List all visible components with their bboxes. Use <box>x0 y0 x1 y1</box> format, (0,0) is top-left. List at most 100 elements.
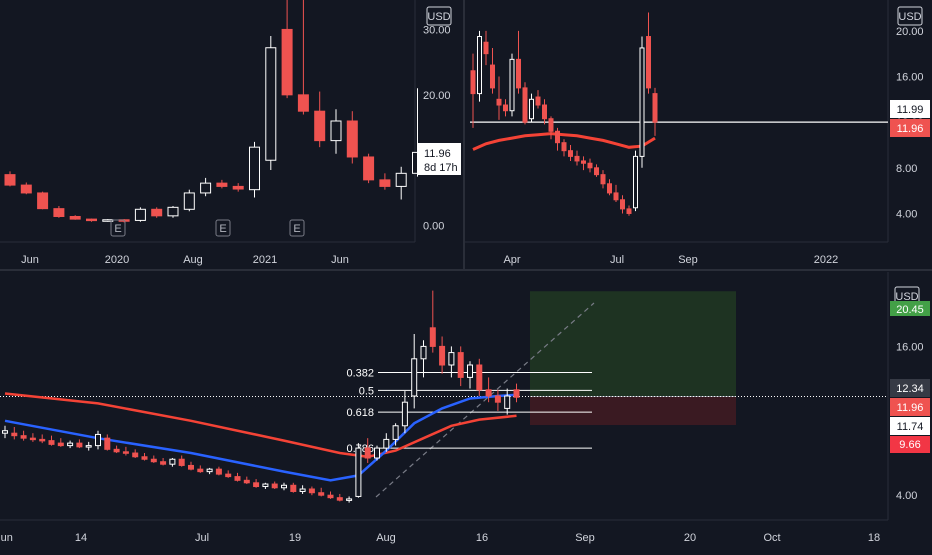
position-loss-zone[interactable] <box>530 396 736 426</box>
pane-daily-currency-badge[interactable] <box>897 6 923 26</box>
pane-hourly-candle[interactable] <box>439 345 446 366</box>
pane-weekly-candle[interactable] <box>346 120 358 158</box>
pane-daily-candle[interactable] <box>574 155 580 162</box>
pane-hourly-candle[interactable] <box>48 440 55 445</box>
pane-hourly-candle[interactable] <box>150 458 157 463</box>
pane-weekly-candle[interactable] <box>86 218 97 222</box>
pane-hourly-candle[interactable] <box>141 456 148 460</box>
pane-daily-candle[interactable] <box>535 96 541 106</box>
pane-hourly-candle[interactable] <box>448 352 455 366</box>
pane-daily-candle[interactable] <box>568 150 573 157</box>
pane-weekly-candle[interactable] <box>395 172 407 187</box>
pane-hourly-candle[interactable] <box>336 497 343 501</box>
pane-daily-candle[interactable] <box>483 41 489 55</box>
pane-hourly-candle[interactable] <box>327 494 334 499</box>
pane-hourly-candle[interactable] <box>457 352 464 378</box>
pane-daily-candle[interactable] <box>581 160 586 164</box>
pane-daily-candle[interactable] <box>633 155 638 209</box>
pane-hourly-candle[interactable] <box>290 484 297 492</box>
pane-weekly-candle[interactable] <box>265 47 277 161</box>
earnings-marker[interactable] <box>215 219 231 237</box>
pane-hourly-candle[interactable] <box>476 364 483 391</box>
pane-weekly-candle[interactable] <box>183 192 195 210</box>
pane-hourly-candle[interactable] <box>169 458 176 465</box>
pane-hourly-candle[interactable] <box>188 464 194 470</box>
pane-weekly-candle[interactable] <box>330 120 342 142</box>
pane-weekly-candle[interactable] <box>379 179 391 187</box>
pane-weekly-candle[interactable] <box>216 182 228 187</box>
pane-daily-candle[interactable] <box>652 93 658 123</box>
pane-daily-candle[interactable] <box>607 183 612 194</box>
pane-daily-candle[interactable] <box>626 208 632 214</box>
pane-hourly-candle[interactable] <box>420 345 427 360</box>
pane-hourly-candle[interactable] <box>29 437 36 441</box>
pane-weekly-candle[interactable] <box>4 174 16 186</box>
pane-weekly-candle[interactable] <box>20 184 32 194</box>
pane-daily-candle[interactable] <box>613 192 619 201</box>
pane-hourly-candle[interactable] <box>281 484 287 489</box>
pane-weekly-currency-badge[interactable] <box>426 6 452 26</box>
pane-hourly-candle[interactable] <box>392 425 399 440</box>
pane-hourly-candle[interactable] <box>178 458 185 466</box>
pane-hourly-candle[interactable] <box>132 452 139 458</box>
pane-hourly-candle[interactable] <box>57 442 64 447</box>
pane-hourly-candle[interactable] <box>253 482 260 488</box>
pane-hourly-candle[interactable] <box>308 488 315 494</box>
pane-hourly-candle[interactable] <box>318 492 325 496</box>
pane-weekly-candle[interactable] <box>53 208 65 217</box>
pane-weekly-candle[interactable] <box>363 156 375 181</box>
pane-daily-candle[interactable] <box>503 104 508 112</box>
pane-hourly-ema-blue[interactable] <box>4 393 517 482</box>
pane-weekly-candle[interactable] <box>281 28 293 96</box>
pane-weekly-candle[interactable] <box>200 182 212 194</box>
pane-daily-candle[interactable] <box>470 70 476 95</box>
pane-hourly-candle[interactable] <box>364 447 371 459</box>
pane-weekly-candle[interactable] <box>297 94 309 112</box>
position-profit-zone[interactable] <box>530 291 736 397</box>
pane-hourly-candle[interactable] <box>39 438 46 442</box>
pane-daily-candle[interactable] <box>587 162 593 169</box>
pane-daily-candle[interactable] <box>620 199 625 210</box>
pane-weekly-candle[interactable] <box>249 146 260 191</box>
pane-daily-candle[interactable] <box>639 47 645 157</box>
pane-weekly-candle[interactable] <box>37 192 49 210</box>
pane-hourly-candle[interactable] <box>85 445 92 448</box>
pane-weekly-candle[interactable] <box>69 215 81 220</box>
pane-hourly-candle[interactable] <box>95 433 101 447</box>
pane-hourly-candle[interactable] <box>411 358 418 397</box>
pane-hourly-candle[interactable] <box>122 451 129 454</box>
pane-hourly-candle[interactable] <box>215 468 222 475</box>
pane-weekly-candle[interactable] <box>314 110 326 142</box>
pane-hourly-candle[interactable] <box>429 327 436 347</box>
pane-hourly-candle[interactable] <box>467 364 473 378</box>
pane-hourly-candle[interactable] <box>160 461 167 465</box>
pane-daily-candle[interactable] <box>496 98 502 106</box>
pane-weekly-candle[interactable] <box>102 219 114 222</box>
pane-hourly-candle[interactable] <box>197 468 204 473</box>
earnings-marker[interactable] <box>289 219 305 237</box>
pane-hourly-candle[interactable] <box>504 395 511 409</box>
pane-hourly-candle[interactable] <box>243 479 250 484</box>
pane-daily-candle[interactable] <box>548 118 554 132</box>
pane-daily-candle[interactable] <box>600 174 606 185</box>
pane-daily-candle[interactable] <box>490 64 495 89</box>
pane-daily-candle[interactable] <box>542 104 547 120</box>
pane-hourly-candle[interactable] <box>104 437 111 450</box>
pane-weekly-candle[interactable] <box>134 208 146 221</box>
pane-daily-candle[interactable] <box>509 58 515 112</box>
pane-hourly-candle[interactable] <box>485 389 492 397</box>
pane-hourly-candle[interactable] <box>355 447 362 497</box>
pane-hourly-candle[interactable] <box>383 438 390 449</box>
pane-hourly-candle[interactable] <box>225 473 232 478</box>
pane-hourly-candle[interactable] <box>76 442 83 448</box>
pane-daily-candle[interactable] <box>594 167 599 176</box>
pane-hourly-candle[interactable] <box>299 488 306 492</box>
pane-daily-candle[interactable] <box>522 87 528 123</box>
pane-hourly-candle[interactable] <box>401 401 408 427</box>
pane-hourly-candle[interactable] <box>494 395 501 403</box>
pane-hourly-candle[interactable] <box>513 389 520 398</box>
pane-daily-candle[interactable] <box>477 36 482 95</box>
pane-hourly-candle[interactable] <box>2 430 8 434</box>
